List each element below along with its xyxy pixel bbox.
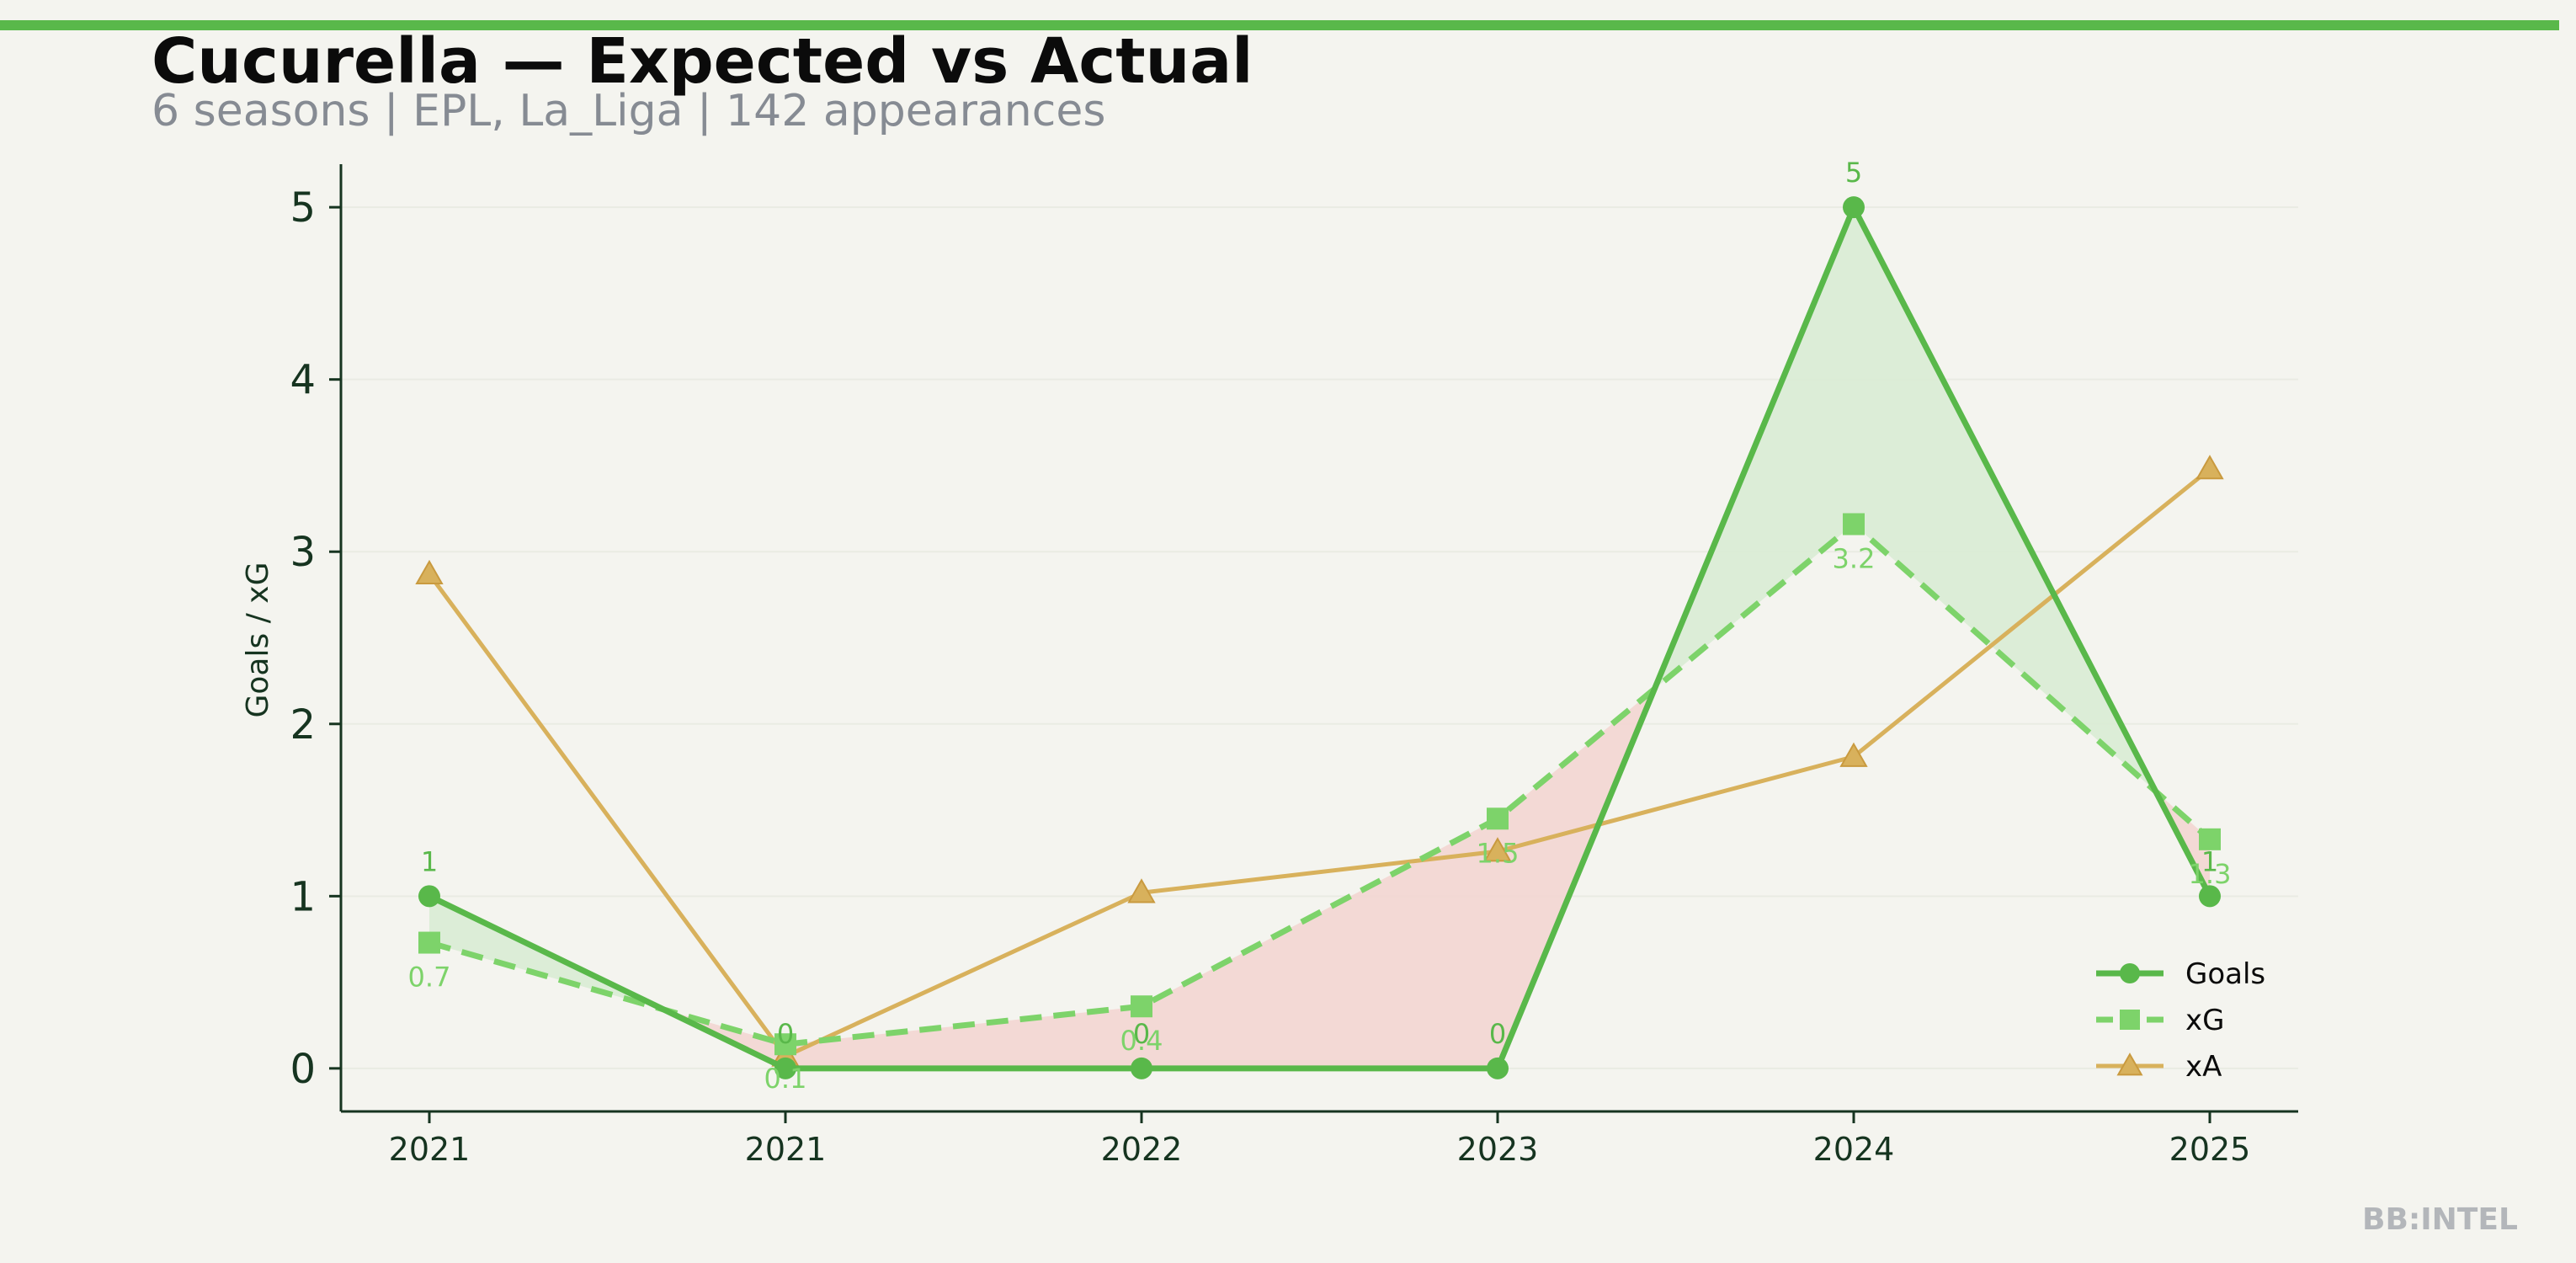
goals-data-label: 5 [1845,157,1862,189]
xg-data-label: 1.5 [1477,837,1520,869]
goals-data-label: 0 [1489,1018,1506,1050]
xg-data-label: 0.1 [764,1063,807,1095]
legend: Goals xG xA [2096,957,2265,1084]
legend-label-xa: xA [2185,1050,2222,1084]
legend-marker-xa [2116,1052,2143,1076]
goals-data-label: 0 [1133,1018,1150,1050]
x-tick-label: 2025 [2169,1131,2251,1168]
data-labels: 1 0 0 0 5 1 0.7 0.1 0.4 1.5 3.2 1.3 [408,157,2232,1095]
goals-data-label: 1 [2201,845,2218,877]
xg-point [774,1033,796,1056]
y-tick-label: 0 [290,1046,316,1093]
y-tick-label: 3 [290,529,316,576]
xg-point [1131,995,1152,1018]
page-title: Cucurella — Expected vs Actual [152,25,1253,98]
xg-point [418,931,440,954]
goals-line [428,204,2213,1072]
underperformance-fill [1142,818,1498,1068]
x-tick-label: 2024 [1813,1131,1895,1168]
y-tick-label: 1 [290,873,316,920]
goals-point [774,1057,796,1079]
goals-point [2199,885,2221,908]
y-tick-label: 4 [290,357,316,404]
goals-data-label: 0 [777,1018,794,1050]
xa-point [1127,878,1156,903]
x-tick-label: 2022 [1101,1131,1183,1168]
xa-point [2195,455,2224,480]
xa-line [427,467,2211,1059]
series-layer [415,196,2224,1079]
xg-point [1487,807,1509,830]
xg-data-label: 0.7 [408,962,451,994]
xg-line [428,521,2212,1047]
y-tick-label: 2 [290,701,316,749]
legend-label-xg: xG [2185,1004,2224,1037]
xg-data-label: 1.3 [2189,858,2232,890]
xa-point [1839,742,1868,767]
x-tick-label: 2021 [745,1131,827,1168]
y-axis-label: Goals / xG [241,562,275,718]
goals-point [1131,1057,1152,1079]
xg-point [2199,828,2221,850]
x-tick-label: 2021 [389,1131,471,1168]
goals-point [418,885,440,908]
goals-data-label: 1 [421,845,438,877]
xa-point [1483,837,1512,862]
top-accent-bar [0,20,2559,30]
xg-data-label: 0.4 [1120,1025,1163,1057]
legend-marker-xg [2120,1010,2140,1030]
legend-label-goals: Goals [2185,957,2265,991]
axes: 0 1 2 3 4 5 2021 2021 2022 2023 2024 2025 [290,164,2298,1168]
xg-data-label: 3.2 [1833,543,1876,575]
goals-point [1843,196,1865,219]
goals-point [1487,1057,1509,1079]
underperformance-fill [785,1006,1142,1068]
legend-marker-goals [2120,963,2140,983]
page-subtitle: 6 seasons | EPL, La_Liga | 142 appearanc… [152,86,1106,136]
y-tick-label: 5 [290,184,316,232]
xa-point [415,559,444,585]
x-tick-label: 2023 [1457,1131,1539,1168]
brand-watermark: BB:INTEL [2362,1202,2518,1237]
xg-point [1843,513,1865,536]
